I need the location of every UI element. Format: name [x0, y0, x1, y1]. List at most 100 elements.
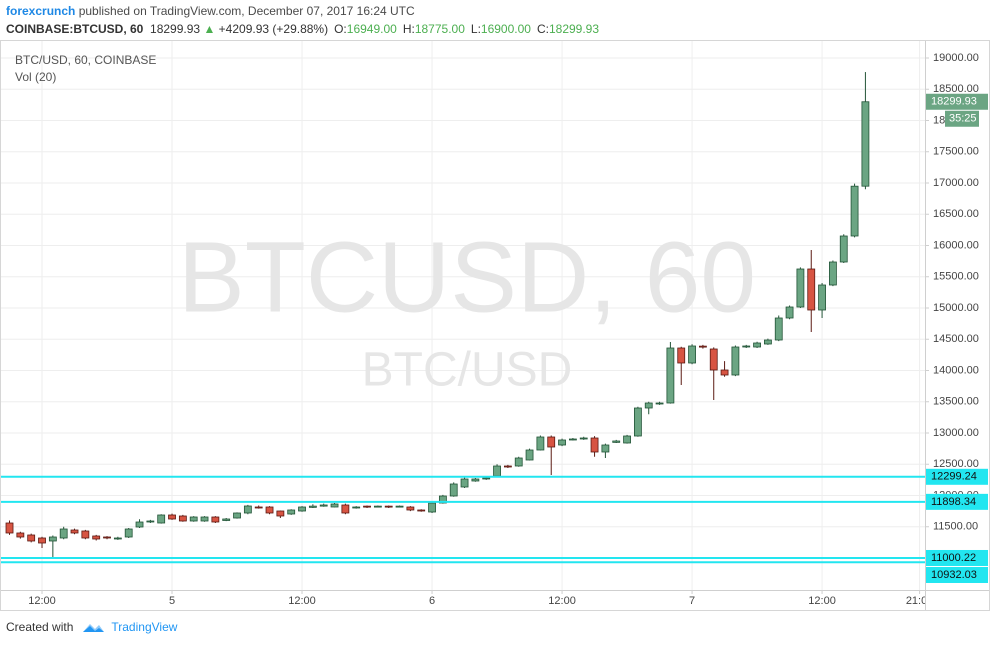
candle-body [623, 435, 631, 444]
symbol-line: COINBASE:BTCUSD, 60 18299.93 ▲ +4209.93 … [6, 22, 599, 36]
candle-body [70, 529, 79, 534]
y-tick-label: 18500.00 [933, 83, 979, 95]
x-tick-label: 7 [689, 595, 695, 607]
volume-legend: Vol (20) [15, 70, 56, 84]
candle-body [27, 534, 36, 542]
y-tick-label: 13000.00 [933, 427, 979, 439]
candle-body [644, 402, 653, 409]
candle-body [655, 402, 664, 405]
y-tick-label: 17000.00 [933, 177, 979, 189]
candle-body [861, 101, 870, 187]
candle-body [818, 284, 826, 311]
hline-label: 11000.22 [931, 552, 976, 564]
candle-body [633, 407, 642, 437]
candle-body [558, 439, 566, 446]
y-tick-label: 13500.00 [933, 396, 979, 408]
ohlc-value: 18299.93 [548, 22, 600, 36]
candle-body [16, 532, 25, 538]
y-tick-label: 14500.00 [933, 333, 979, 345]
candle-body [460, 478, 469, 488]
last-price-label: 18299.93 [931, 96, 977, 108]
candle-body [688, 345, 696, 364]
candle-body [547, 436, 556, 448]
candle-body [471, 478, 480, 482]
hline-label: 10932.03 [931, 569, 977, 581]
candle-body [200, 516, 209, 522]
candle-body [363, 505, 371, 508]
candle-body [839, 235, 848, 263]
x-tick-label: 12:00 [28, 595, 56, 607]
candle-body [48, 536, 57, 542]
candle-body [59, 528, 68, 539]
candle-body [417, 509, 426, 512]
ohlc-label: O: [334, 22, 347, 36]
last-price-box [926, 93, 988, 110]
candle-body [514, 457, 523, 467]
candle-body [709, 348, 718, 371]
change: +4209.93 (+29.88%) [218, 22, 329, 36]
candle-body [373, 505, 382, 508]
hline-label: 12299.24 [931, 471, 977, 483]
y-tick-label: 15000.00 [933, 302, 979, 314]
published: published on TradingView.com, December 0… [78, 4, 415, 18]
candle-body [298, 506, 306, 512]
candle-body [774, 317, 783, 341]
candle-body [536, 436, 545, 451]
candle-body [677, 347, 686, 364]
legend: BTC/USD, 60, COINBASE [15, 53, 156, 67]
ohlc-label: L: [470, 22, 481, 36]
footer-text: Created with [6, 620, 74, 634]
candle-body [135, 521, 144, 528]
candle-body [319, 504, 328, 507]
candle-body [590, 437, 599, 453]
symbol: COINBASE:BTCUSD, 60 [6, 22, 144, 36]
candle-body [829, 261, 837, 286]
footer-brand[interactable]: TradingView [111, 620, 178, 634]
x-tick-label: 12:00 [548, 595, 576, 607]
candle-body [103, 536, 111, 539]
candle-body [482, 477, 491, 480]
candle-body [850, 185, 859, 237]
ohlc-label: C: [536, 22, 549, 36]
y-tick-label: 14000.00 [933, 364, 979, 376]
x-tick-label: 12:00 [808, 595, 836, 607]
ohlc-value: 18775.00 [414, 22, 465, 36]
candle-body [276, 510, 285, 517]
candle-body [222, 518, 231, 521]
author[interactable]: forexcrunch [6, 4, 76, 18]
candle-body [438, 495, 447, 504]
candle-body [428, 502, 436, 513]
x-tick-label: 12:00 [288, 595, 316, 607]
candle-body [157, 514, 166, 524]
candle-body [243, 505, 252, 514]
ohlc-value: 16900.00 [480, 22, 531, 36]
candle-body [81, 530, 90, 539]
candle-body [211, 516, 220, 523]
candle-body [113, 537, 122, 540]
candle-body [395, 505, 404, 508]
candle-body [330, 503, 339, 508]
y-tick-label: 19000.00 [933, 52, 979, 64]
candle-body [254, 506, 263, 509]
candle-body [308, 505, 317, 508]
candle-body [124, 528, 133, 538]
countdown: 35:25 [949, 113, 977, 125]
up-arrow: ▲ [203, 22, 216, 36]
candle-body [753, 342, 761, 348]
candle-body [503, 465, 512, 468]
watermark-sub: BTC/USD [362, 344, 573, 397]
hline-label-box [926, 549, 988, 566]
candle-body [92, 535, 101, 540]
x-tick-label: 5 [169, 595, 175, 607]
candle-body [731, 346, 740, 376]
hline-label: 11898.34 [931, 496, 976, 508]
watermark: BTCUSD, 60 [178, 221, 756, 333]
candle-body [189, 516, 198, 522]
last-price: 18299.93 [150, 22, 201, 36]
candle-body [493, 465, 501, 477]
candle-body [287, 509, 296, 515]
ohlc-label: H: [402, 22, 415, 36]
candle-body [785, 306, 794, 319]
